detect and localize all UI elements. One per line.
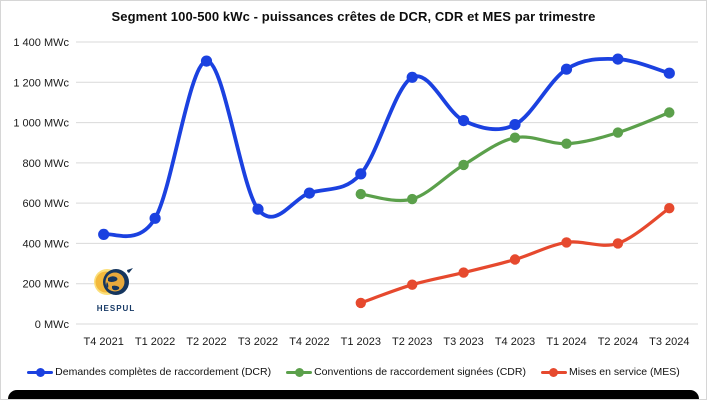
x-tick-label: T4 2021 [84, 336, 124, 348]
hespul-logo-text: HESPUL [96, 304, 136, 313]
data-point-cdr [458, 159, 469, 171]
data-point-mes [355, 297, 366, 309]
data-point-mes [509, 254, 521, 265]
x-tick-label: T2 2023 [392, 336, 432, 348]
x-tick-label: T3 2023 [443, 336, 483, 348]
data-point-mes [612, 238, 624, 249]
y-tick-label: 600 MWc [23, 198, 70, 210]
x-tick-label: T1 2022 [135, 336, 175, 348]
data-point-mes [664, 203, 675, 214]
x-tick-label: T3 2022 [238, 336, 278, 348]
x-tick-label: T4 2022 [289, 336, 329, 348]
plane-icon [127, 268, 133, 273]
legend-marker-dcr [27, 367, 54, 377]
legend-item-mes: Mises en service (MES) [540, 366, 680, 378]
y-tick-label: 200 MWc [23, 279, 70, 291]
y-tick-label: 400 MWc [23, 238, 70, 250]
y-tick-label: 1 000 MWc [13, 118, 69, 130]
data-point-mes [561, 237, 572, 248]
hespul-logo-mark [94, 268, 133, 295]
data-point-dcr [98, 228, 110, 240]
data-point-dcr [303, 187, 315, 199]
legend-label: Conventions de raccordement signées (CDR… [314, 366, 526, 378]
legend-item-dcr: Demandes complètes de raccordement (DCR) [27, 366, 271, 378]
data-point-cdr [561, 138, 572, 149]
hespul-logo: HESPUL [87, 267, 145, 313]
legend-marker-cdr [286, 367, 313, 377]
data-point-dcr [406, 71, 418, 83]
data-point-cdr [407, 193, 418, 205]
x-tick-label: T2 2022 [186, 336, 226, 348]
data-point-cdr [355, 188, 366, 200]
data-point-dcr [560, 63, 573, 75]
x-tick-label: T1 2024 [546, 336, 586, 348]
data-point-dcr [458, 115, 470, 127]
chart-title: Segment 100-500 kWc - puissances crêtes … [111, 9, 596, 24]
series-line-dcr [101, 56, 672, 238]
legend-label: Demandes complètes de raccordement (DCR) [55, 366, 272, 378]
data-point-dcr [612, 53, 624, 65]
y-tick-label: 0 MWc [35, 319, 70, 331]
data-point-dcr [252, 203, 264, 215]
legend-marker-mes [540, 367, 567, 377]
y-tick-label: 1 200 MWc [13, 77, 69, 89]
x-tick-label: T3 2024 [649, 336, 689, 348]
data-point-dcr [200, 55, 213, 67]
x-tick-label: T1 2023 [341, 336, 381, 348]
y-tick-label: 1 400 MWc [13, 37, 69, 49]
data-point-cdr [509, 132, 521, 143]
x-tick-label: T4 2023 [495, 336, 535, 348]
data-point-dcr [149, 212, 161, 224]
bottom-panel-edge [8, 390, 699, 399]
data-point-mes [407, 279, 418, 290]
y-tick-label: 800 MWc [23, 158, 70, 170]
data-point-cdr [612, 127, 624, 138]
chart-canvas: 0 MWc 200 MWc 400 MWc 600 MWc 800 MWc 1 000 M… [13, 37, 698, 348]
data-point-dcr [663, 67, 675, 79]
data-point-dcr [509, 119, 521, 131]
data-point-dcr [355, 168, 367, 180]
x-tick-label: T2 2024 [598, 336, 638, 348]
chart-legend: Demandes complètes de raccordement (DCR)… [1, 362, 706, 382]
data-point-cdr [664, 107, 675, 118]
legend-label: Mises en service (MES) [568, 366, 680, 378]
legend-item-cdr: Conventions de raccordement signées (CDR… [286, 366, 526, 378]
data-point-mes [458, 267, 469, 278]
